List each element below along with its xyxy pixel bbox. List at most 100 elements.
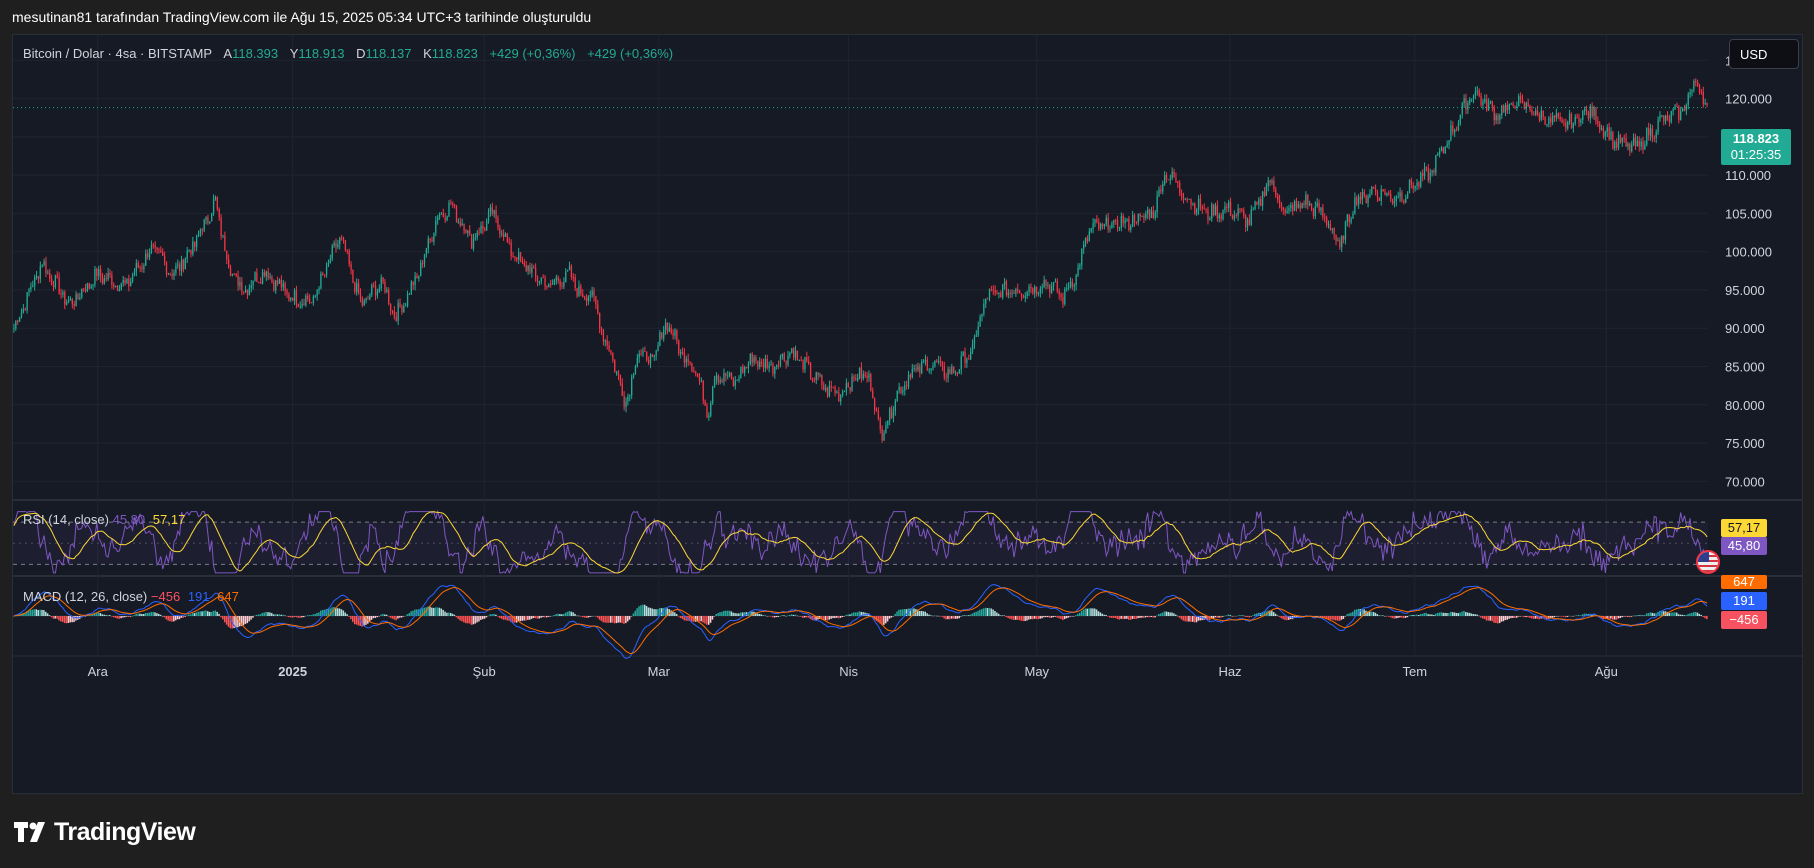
macd-hist-bar (127, 616, 130, 618)
macd-hist-bar (122, 616, 124, 618)
macd-hist-bar (941, 616, 943, 617)
candle-body (823, 385, 825, 391)
us-flag-icon[interactable] (1696, 550, 1720, 574)
candle-body (1405, 197, 1407, 203)
candle-body (1666, 115, 1669, 118)
macd-hist-bar (1289, 616, 1292, 620)
candle-body (1649, 128, 1652, 136)
candle-body (740, 366, 742, 378)
macd-hist-bar (385, 614, 388, 616)
macd-hist-bar (1220, 616, 1222, 618)
candle-body (696, 373, 699, 378)
macd-legend[interactable]: MACD (12, 26, close) −456 191 647 (23, 589, 239, 604)
candle-body (269, 276, 271, 278)
macd-hist-bar (1431, 614, 1433, 616)
bar-countdown: 01:25:35 (1730, 147, 1782, 162)
candle-body (1557, 113, 1559, 118)
currency-button[interactable]: USD (1729, 39, 1799, 69)
macd-hist-bar (1579, 615, 1582, 616)
candle-body (930, 368, 932, 371)
candle-body (284, 283, 286, 291)
macd-hist-bar (691, 616, 693, 622)
candle-body (1184, 199, 1187, 201)
candle-body (1194, 203, 1196, 214)
macd-hist-bar (1681, 614, 1684, 616)
candle-body (1576, 116, 1578, 119)
candle-body (664, 322, 667, 331)
macd-hist-bar (1461, 611, 1463, 616)
tradingview-logo[interactable]: TradingView (14, 818, 196, 847)
macd-hist-bar (564, 612, 567, 616)
macd-hist-bar (1335, 616, 1337, 621)
macd-hist-bar (33, 609, 36, 616)
macd-line (13, 584, 1708, 659)
macd-hist-bar (148, 612, 151, 616)
macd-hist-bar (1325, 616, 1328, 619)
candle-body (909, 375, 912, 378)
candle-body (243, 291, 245, 293)
macd-hist-bar (905, 609, 908, 616)
candle-body (834, 387, 836, 394)
macd-hist-bar (587, 616, 589, 618)
candle-body (1007, 292, 1010, 296)
macd-hist-bar (1231, 615, 1234, 617)
candle-body (1629, 143, 1631, 152)
macd-hist-bar (903, 609, 906, 616)
candle-body (305, 295, 307, 306)
candle-body (679, 351, 682, 354)
macd-hist-bar (787, 615, 789, 616)
macd-hist-bar (1103, 614, 1105, 616)
candle-body (54, 275, 57, 288)
ohlc-legend: Bitcoin / Dolar · 4sa · BITSTAMP A118.39… (23, 46, 673, 61)
candle-body (395, 317, 397, 321)
macd-hist-bar (1380, 615, 1382, 616)
candle-body (1273, 180, 1275, 190)
candle-body (280, 279, 283, 288)
macd-hist-bar (820, 616, 823, 620)
candle-body (190, 249, 192, 255)
macd-hist-bar (771, 616, 774, 618)
candle-body (1373, 187, 1375, 189)
candle-body (173, 272, 175, 277)
candle-body (1478, 90, 1480, 96)
candle-body (1278, 199, 1281, 204)
macd-hist-bar (984, 607, 987, 616)
macd-hist-bar (333, 606, 335, 616)
candle-body (20, 312, 23, 318)
candle-body (531, 267, 533, 273)
candle-body (1107, 217, 1109, 230)
candle-body (512, 256, 514, 257)
candle-body (124, 280, 126, 284)
candle-body (45, 261, 47, 274)
candle-body (1706, 103, 1708, 105)
candle-body (506, 233, 509, 242)
candle-body (1331, 228, 1333, 230)
macd-hist-bar (1097, 611, 1100, 616)
macd-hist-bar (1116, 616, 1119, 619)
candle-body (608, 345, 610, 351)
candle-body (915, 368, 917, 370)
candle-body (698, 377, 701, 382)
macd-hist-bar (1423, 613, 1426, 616)
candle-body (1013, 293, 1015, 294)
macd-hist-bar (613, 616, 616, 624)
macd-hist-bar (643, 604, 646, 616)
rsi-legend[interactable]: RSI (14, close) 45,80 57,17 (23, 512, 185, 527)
candle-body (109, 272, 111, 275)
macd-hist-bar (570, 611, 572, 616)
candle-body (186, 250, 188, 259)
candle-body (1414, 185, 1416, 189)
macd-hist-bar (890, 616, 893, 618)
macd-hist-bar (677, 616, 680, 617)
candle-body (273, 281, 275, 291)
candle-body (1011, 293, 1013, 294)
macd-hist-bar (319, 610, 322, 616)
macd-hist-bar (634, 610, 637, 616)
symbol-label[interactable]: Bitcoin / Dolar · 4sa · BITSTAMP (23, 46, 212, 61)
candle-body (352, 270, 354, 283)
candle-body (435, 220, 437, 234)
chart-canvas[interactable]: 125.000120.000115.000110.000105.000100.0… (13, 35, 1802, 793)
macd-hist-bar (1613, 616, 1616, 620)
macd-hist-bar (1031, 616, 1034, 620)
chart-frame[interactable]: 125.000120.000115.000110.000105.000100.0… (12, 34, 1803, 794)
